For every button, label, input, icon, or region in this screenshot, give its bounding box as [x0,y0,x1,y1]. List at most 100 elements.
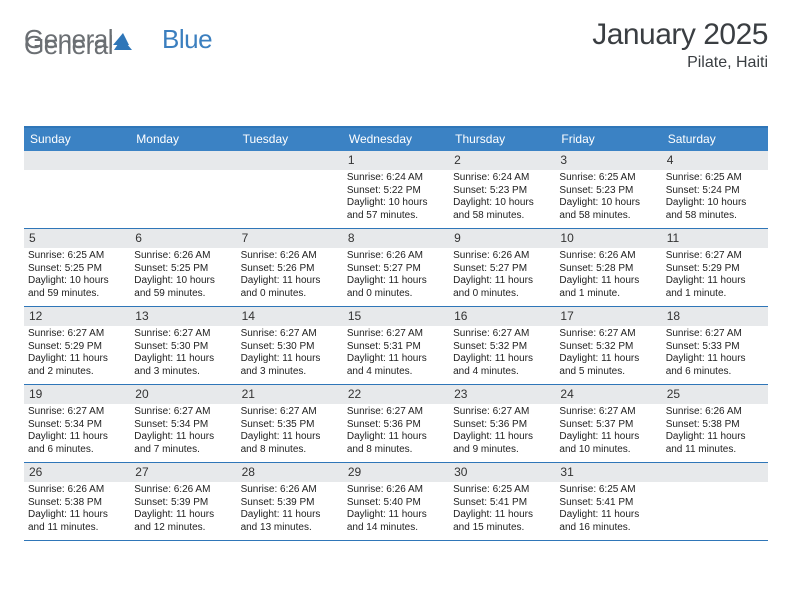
sunset-line: Sunset: 5:34 PM [134,419,232,432]
day-body [130,170,236,210]
day-body: Sunrise: 6:27 AMSunset: 5:32 PMDaylight:… [555,326,661,384]
day-number: 24 [555,385,661,404]
daylight-line: Daylight: 11 hours and 0 minutes. [453,275,551,300]
day-number: 16 [449,307,555,326]
day-number: 18 [662,307,768,326]
weekday-wednesday: Wednesday [343,128,449,151]
day-number: 6 [130,229,236,248]
sunrise-line: Sunrise: 6:27 AM [666,250,764,263]
sunset-line: Sunset: 5:26 PM [241,263,339,276]
daylight-line: Daylight: 11 hours and 5 minutes. [559,353,657,378]
sunset-line: Sunset: 5:34 PM [28,419,126,432]
day-number [130,151,236,170]
daylight-line: Daylight: 10 hours and 59 minutes. [28,275,126,300]
day-13: 13Sunrise: 6:27 AMSunset: 5:30 PMDayligh… [130,307,236,384]
daylight-line: Daylight: 11 hours and 2 minutes. [28,353,126,378]
daylight-line: Daylight: 11 hours and 13 minutes. [241,509,339,534]
daylight-line: Daylight: 11 hours and 4 minutes. [453,353,551,378]
day-number: 25 [662,385,768,404]
sunrise-line: Sunrise: 6:27 AM [347,406,445,419]
title-block: January 2025 Pilate, Haiti [592,18,768,72]
sunrise-line: Sunrise: 6:27 AM [241,328,339,341]
sunset-line: Sunset: 5:39 PM [134,497,232,510]
daylight-line: Daylight: 11 hours and 15 minutes. [453,509,551,534]
day-body: Sunrise: 6:27 AMSunset: 5:31 PMDaylight:… [343,326,449,384]
calendar-page: General January 2025 Pilate, Haiti Gener… [0,0,792,612]
daylight-line: Daylight: 11 hours and 10 minutes. [559,431,657,456]
daylight-line: Daylight: 11 hours and 0 minutes. [241,275,339,300]
day-18: 18Sunrise: 6:27 AMSunset: 5:33 PMDayligh… [662,307,768,384]
sunset-line: Sunset: 5:25 PM [28,263,126,276]
day-number: 29 [343,463,449,482]
day-16: 16Sunrise: 6:27 AMSunset: 5:32 PMDayligh… [449,307,555,384]
day-number: 11 [662,229,768,248]
day-number [237,151,343,170]
sunrise-line: Sunrise: 6:27 AM [347,328,445,341]
sunset-line: Sunset: 5:23 PM [559,185,657,198]
weekday-saturday: Saturday [662,128,768,151]
day-26: 26Sunrise: 6:26 AMSunset: 5:38 PMDayligh… [24,463,130,540]
sunrise-line: Sunrise: 6:24 AM [453,172,551,185]
day-body: Sunrise: 6:27 AMSunset: 5:34 PMDaylight:… [130,404,236,462]
location-text: Pilate, Haiti [592,54,768,72]
day-5: 5Sunrise: 6:25 AMSunset: 5:25 PMDaylight… [24,229,130,306]
week-row: 26Sunrise: 6:26 AMSunset: 5:38 PMDayligh… [24,463,768,541]
day-11: 11Sunrise: 6:27 AMSunset: 5:29 PMDayligh… [662,229,768,306]
brand-mark-icon [114,37,134,56]
daylight-line: Daylight: 11 hours and 14 minutes. [347,509,445,534]
month-title: January 2025 [592,18,768,52]
day-body: Sunrise: 6:24 AMSunset: 5:23 PMDaylight:… [449,170,555,228]
day-body: Sunrise: 6:27 AMSunset: 5:30 PMDaylight:… [237,326,343,384]
day-body: Sunrise: 6:26 AMSunset: 5:40 PMDaylight:… [343,482,449,540]
day-number: 5 [24,229,130,248]
day-body: Sunrise: 6:25 AMSunset: 5:25 PMDaylight:… [24,248,130,306]
daylight-line: Daylight: 11 hours and 3 minutes. [241,353,339,378]
day-25: 25Sunrise: 6:26 AMSunset: 5:38 PMDayligh… [662,385,768,462]
weekday-thursday: Thursday [449,128,555,151]
sunset-line: Sunset: 5:25 PM [134,263,232,276]
day-number [662,463,768,482]
daylight-line: Daylight: 10 hours and 57 minutes. [347,197,445,222]
sunset-line: Sunset: 5:27 PM [347,263,445,276]
day-3: 3Sunrise: 6:25 AMSunset: 5:23 PMDaylight… [555,151,661,228]
sunrise-line: Sunrise: 6:26 AM [241,250,339,263]
sunset-line: Sunset: 5:23 PM [453,185,551,198]
sunrise-line: Sunrise: 6:27 AM [666,328,764,341]
day-1: 1Sunrise: 6:24 AMSunset: 5:22 PMDaylight… [343,151,449,228]
sunset-line: Sunset: 5:36 PM [347,419,445,432]
daylight-line: Daylight: 11 hours and 8 minutes. [347,431,445,456]
day-body: Sunrise: 6:26 AMSunset: 5:39 PMDaylight:… [237,482,343,540]
day-12: 12Sunrise: 6:27 AMSunset: 5:29 PMDayligh… [24,307,130,384]
sunset-line: Sunset: 5:38 PM [28,497,126,510]
daylight-line: Daylight: 11 hours and 12 minutes. [134,509,232,534]
sunrise-line: Sunrise: 6:26 AM [28,484,126,497]
daylight-line: Daylight: 11 hours and 6 minutes. [666,353,764,378]
day-23: 23Sunrise: 6:27 AMSunset: 5:36 PMDayligh… [449,385,555,462]
day-body: Sunrise: 6:25 AMSunset: 5:24 PMDaylight:… [662,170,768,228]
day-body [24,170,130,210]
day-28: 28Sunrise: 6:26 AMSunset: 5:39 PMDayligh… [237,463,343,540]
day-number: 23 [449,385,555,404]
day-10: 10Sunrise: 6:26 AMSunset: 5:28 PMDayligh… [555,229,661,306]
day-body: Sunrise: 6:27 AMSunset: 5:29 PMDaylight:… [24,326,130,384]
day-number: 2 [449,151,555,170]
sunset-line: Sunset: 5:24 PM [666,185,764,198]
daylight-line: Daylight: 11 hours and 6 minutes. [28,431,126,456]
day-8: 8Sunrise: 6:26 AMSunset: 5:27 PMDaylight… [343,229,449,306]
sunrise-line: Sunrise: 6:27 AM [28,406,126,419]
day-body: Sunrise: 6:27 AMSunset: 5:36 PMDaylight:… [343,404,449,462]
sunset-line: Sunset: 5:31 PM [347,341,445,354]
day-31: 31Sunrise: 6:25 AMSunset: 5:41 PMDayligh… [555,463,661,540]
day-number: 20 [130,385,236,404]
week-row: 5Sunrise: 6:25 AMSunset: 5:25 PMDaylight… [24,229,768,307]
day-body: Sunrise: 6:27 AMSunset: 5:33 PMDaylight:… [662,326,768,384]
day-body: Sunrise: 6:26 AMSunset: 5:38 PMDaylight:… [662,404,768,462]
sunrise-line: Sunrise: 6:26 AM [453,250,551,263]
daylight-line: Daylight: 11 hours and 7 minutes. [134,431,232,456]
sunrise-line: Sunrise: 6:26 AM [559,250,657,263]
daylight-line: Daylight: 10 hours and 58 minutes. [666,197,764,222]
day-body: Sunrise: 6:26 AMSunset: 5:39 PMDaylight:… [130,482,236,540]
day-number: 28 [237,463,343,482]
day-number: 22 [343,385,449,404]
day-21: 21Sunrise: 6:27 AMSunset: 5:35 PMDayligh… [237,385,343,462]
